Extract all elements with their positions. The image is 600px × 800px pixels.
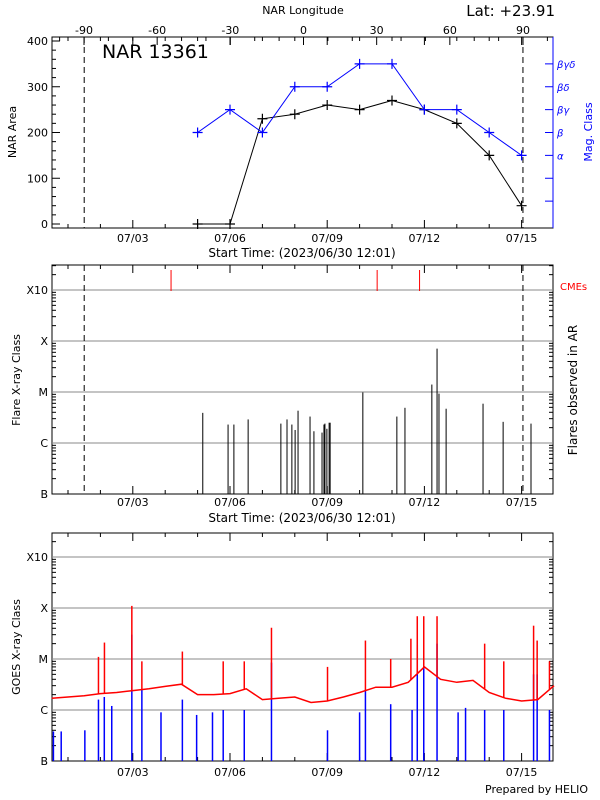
mag-class-point <box>289 81 300 92</box>
panel1-ylabel: NAR Area <box>6 106 19 158</box>
longitude-tick-label: 30 <box>370 24 384 37</box>
panel1-title: NAR 13361 <box>102 41 209 63</box>
date-tick-label: 07/15 <box>506 766 538 779</box>
panel3-ylabel: GOES X-ray Class <box>10 599 23 695</box>
panel1-y2label: Mag. Class <box>582 102 595 161</box>
mag-class-point <box>192 127 203 138</box>
date-tick-label: 07/09 <box>311 496 343 509</box>
goes-long-channel-line <box>51 665 555 704</box>
panel3-frame <box>51 532 554 762</box>
mag-class-point <box>322 81 333 92</box>
mag-class-point <box>225 104 235 115</box>
area-point <box>322 100 333 111</box>
area-tick-label: 400 <box>27 35 48 48</box>
panel1-xlabel: Start Time: (2023/06/30 12:01) <box>208 246 395 260</box>
area-tick-label: 0 <box>41 218 48 231</box>
mag-class-point <box>451 104 462 115</box>
panel2-ylabel: Flare X-ray Class <box>10 334 23 426</box>
panel2-frame <box>51 264 554 495</box>
longitude-tick-label: 60 <box>443 24 457 37</box>
longitude-tick-label: 0 <box>300 24 307 37</box>
class-tick-label: X10 <box>26 551 48 564</box>
date-tick-label: 07/12 <box>409 232 441 245</box>
area-tick-label: 100 <box>27 172 48 185</box>
longitude-tick-label: -90 <box>75 24 93 37</box>
mag-class-point <box>484 127 495 138</box>
mag-class-point <box>257 127 268 138</box>
area-point <box>257 113 268 124</box>
longitude-tick-label: -60 <box>148 24 166 37</box>
area-point <box>225 219 235 229</box>
class-tick-label: X <box>40 335 48 348</box>
area-point <box>484 150 495 161</box>
cme-label: CMEs <box>560 282 587 293</box>
area-point <box>289 109 300 120</box>
area-point <box>451 118 462 129</box>
mag-class-tick-label: βγδ <box>556 60 575 71</box>
longitude-axis-title: NAR Longitude <box>262 4 344 17</box>
date-tick-label: 07/15 <box>506 496 538 509</box>
mag-class-point <box>354 58 365 69</box>
longitude-tick-label: 90 <box>516 24 530 37</box>
area-tick-label: 200 <box>27 127 48 140</box>
area-tick-label: 300 <box>27 81 48 94</box>
mag-class-tick-label: βγ <box>556 106 570 117</box>
class-tick-label: M <box>39 653 49 666</box>
class-tick-label: X10 <box>26 284 48 297</box>
date-tick-label: 07/09 <box>311 766 343 779</box>
longitude-tick-label: -30 <box>221 24 239 37</box>
panel1-frame <box>51 36 554 229</box>
date-tick-label: 07/09 <box>311 232 343 245</box>
date-tick-label: 07/03 <box>117 766 149 779</box>
area-series-line <box>197 99 523 225</box>
area-point <box>354 104 365 115</box>
panel2-xlabel: Start Time: (2023/06/30 12:01) <box>208 511 395 525</box>
class-tick-label: C <box>40 704 48 717</box>
mag-class-tick-label: α <box>557 151 564 162</box>
mag-class-point <box>387 58 397 69</box>
date-tick-label: 07/03 <box>117 496 149 509</box>
class-tick-label: M <box>39 386 49 399</box>
date-tick-label: 07/06 <box>214 766 246 779</box>
date-tick-label: 07/12 <box>409 496 441 509</box>
class-tick-label: B <box>40 755 48 768</box>
date-tick-label: 07/06 <box>214 496 246 509</box>
area-point <box>192 219 203 229</box>
mag-class-point <box>516 150 527 161</box>
class-tick-label: X <box>40 602 48 615</box>
class-tick-label: C <box>40 437 48 450</box>
date-tick-label: 07/06 <box>214 232 246 245</box>
class-tick-label: B <box>40 488 48 501</box>
area-point <box>387 95 397 106</box>
area-point <box>516 200 527 211</box>
date-tick-label: 07/03 <box>117 232 149 245</box>
credit-label: Prepared by HELIO <box>485 783 588 796</box>
mag-class-tick-label: βδ <box>556 83 570 94</box>
date-tick-label: 07/15 <box>506 232 538 245</box>
mag-class-tick-label: β <box>556 129 564 140</box>
latitude-label: Lat: +23.91 <box>466 2 555 20</box>
mag-class-point <box>419 104 430 115</box>
panel2-y2label: Flares observed in AR <box>566 325 580 455</box>
date-tick-label: 07/12 <box>409 766 441 779</box>
